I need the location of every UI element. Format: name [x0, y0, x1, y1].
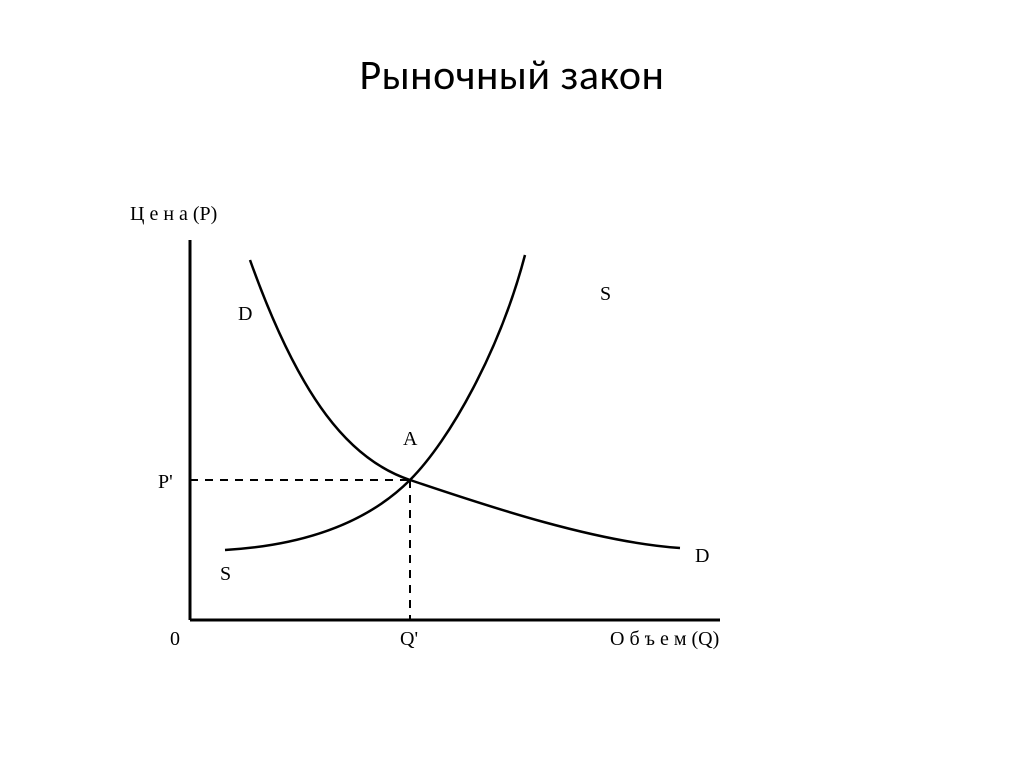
- slide: Рыночный закон Ц е н а (P) О б ъ е м (Q)…: [0, 0, 1024, 767]
- x-axis-label: О б ъ е м (Q): [610, 628, 719, 650]
- supply-demand-chart: Ц е н а (P) О б ъ е м (Q) 0 P' Q' A D D …: [130, 200, 770, 680]
- supply-start-label: S: [220, 563, 231, 585]
- demand-start-label: D: [238, 303, 252, 325]
- demand-end-label: D: [695, 545, 709, 567]
- supply-end-label: S: [600, 283, 611, 305]
- origin-label: 0: [170, 628, 180, 650]
- price-tick-label: P': [158, 471, 173, 493]
- supply-curve: [225, 255, 525, 550]
- equilibrium-point-label: A: [403, 428, 418, 450]
- y-axis-label: Ц е н а (P): [130, 203, 217, 225]
- slide-title: Рыночный закон: [0, 50, 1024, 101]
- quantity-tick-label: Q': [400, 628, 418, 650]
